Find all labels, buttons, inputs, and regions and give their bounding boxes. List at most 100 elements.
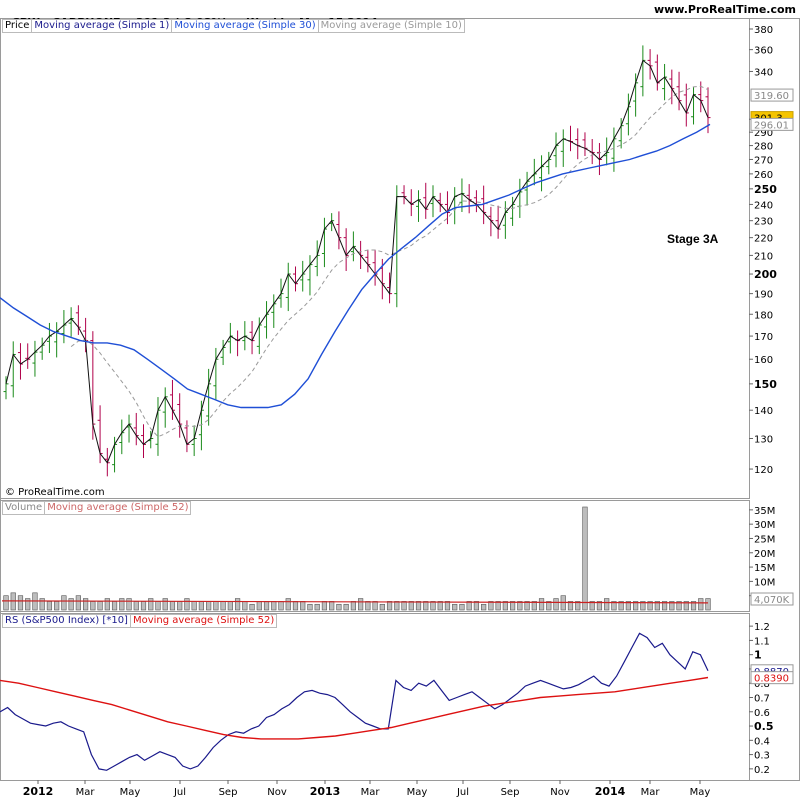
volume-bar [661, 601, 668, 611]
volume-bar [415, 601, 422, 611]
price-badge-label: 296.01 [754, 120, 789, 131]
volume-bar [481, 603, 487, 611]
x-tick-label: Jul [173, 787, 186, 798]
volume-bar [68, 598, 74, 611]
legend-rs[interactable]: RS (S&P500 Index) [*10] [2, 614, 131, 628]
volume-bar [249, 603, 255, 611]
price-tick-label: 240 [754, 200, 773, 211]
price-badge [750, 88, 794, 102]
volume-bar [263, 601, 270, 611]
volume-bar [336, 603, 342, 611]
legend-ma1[interactable]: Moving average (Simple 1) [32, 19, 173, 33]
price-tick-label: 180 [754, 310, 773, 321]
volume-bar [75, 595, 81, 611]
volume-bar [408, 601, 414, 611]
stage-annotation: Stage 3A [667, 232, 719, 246]
x-tick-label: May [120, 787, 141, 798]
volume-bar [358, 598, 364, 611]
rs-tick-label: 0.7 [754, 694, 770, 705]
rs-tick-label: 1 [754, 649, 762, 662]
x-tick-label: Mar [361, 787, 381, 798]
volume-bar [379, 603, 385, 611]
legend-rs-ma[interactable]: Moving average (Simple 52) [130, 614, 278, 628]
volume-bar [488, 601, 494, 611]
volume-bar [611, 601, 617, 611]
volume-ma-line [1, 600, 709, 604]
volume-bar [184, 598, 190, 611]
volume-bar [292, 601, 299, 611]
price-tick-label: 190 [754, 290, 773, 301]
volume-bar [3, 595, 9, 611]
volume-bar [596, 601, 603, 611]
legend-vol-ma[interactable]: Moving average (Simple 52) [45, 501, 192, 515]
price-tick-label: 360 [754, 46, 773, 57]
volume-bar [227, 601, 233, 611]
x-tick-label: May [690, 787, 711, 798]
volume-bar [314, 603, 320, 611]
legend-ma30[interactable]: Moving average (Simple 30) [172, 19, 319, 33]
volume-bar [618, 601, 624, 611]
price-tick-label: 170 [754, 332, 773, 343]
site-url[interactable]: www.ProRealTime.com [653, 3, 796, 16]
volume-bar [213, 601, 219, 611]
volume-bar [524, 601, 530, 611]
volume-bar [119, 598, 125, 611]
volume-bar [669, 601, 675, 611]
volume-bar [589, 601, 595, 611]
volume-bar [640, 601, 646, 611]
price-tick-label: 200 [754, 268, 777, 281]
rs-tick-label: 1.1 [754, 636, 770, 647]
outer-frame [0, 18, 800, 781]
price-tick-label: 230 [754, 217, 773, 228]
price-tick-label: 150 [754, 378, 777, 391]
volume-bar [162, 598, 168, 611]
ma10-line [70, 85, 709, 438]
volume-bar [473, 601, 480, 611]
legend-price[interactable]: Price [2, 19, 33, 33]
price-tick-label: 260 [754, 170, 773, 181]
legend-volume[interactable]: Volume [2, 501, 46, 515]
rs-tick-label: 0.2 [754, 765, 770, 776]
volume-bar [683, 601, 689, 611]
volume-bar [676, 601, 682, 611]
volume-bar [242, 601, 248, 611]
volume-bar [582, 506, 588, 611]
volume-badge-label: 4,070K [754, 595, 790, 606]
volume-bar [690, 601, 697, 611]
price-tick-label: 120 [754, 465, 773, 476]
volume-bar [133, 601, 139, 611]
x-tick-label: Sep [501, 787, 520, 798]
price-tick-label: 250 [754, 183, 777, 196]
volume-bar [271, 601, 277, 611]
volume-bar [234, 598, 241, 611]
rs-badge [750, 671, 794, 685]
volume-tick-label: 10M [754, 577, 775, 588]
volume-badge [750, 592, 794, 606]
volume-bar [509, 601, 516, 611]
rs-tick-label: 0.6 [754, 708, 770, 719]
price-tick-label: 160 [754, 355, 773, 366]
volume-bar [329, 601, 335, 611]
volume-bar [126, 598, 132, 611]
volume-bar [220, 601, 226, 611]
volume-bar [83, 598, 89, 611]
legend-ma10[interactable]: Moving average (Simple 10) [318, 19, 465, 33]
volume-bar [198, 601, 205, 611]
price-tick-label: 270 [754, 155, 773, 166]
volume-bar [61, 595, 67, 611]
price-tick-label: 130 [754, 434, 773, 445]
volume-bar [169, 601, 176, 611]
volume-bar [343, 603, 349, 611]
volume-bar [177, 601, 183, 611]
price-tick-label: 380 [754, 25, 773, 36]
volume-bar [111, 601, 118, 611]
volume-bar [278, 601, 284, 611]
volume-bar [705, 598, 711, 611]
rs-tick-label: 0.5 [754, 720, 774, 733]
volume-bar [459, 603, 465, 611]
volume-bar [538, 598, 545, 611]
volume-bar [17, 595, 24, 611]
volume-bar [321, 601, 328, 611]
rs-tick-label: 0.3 [754, 751, 770, 762]
price-tick-label: 220 [754, 234, 773, 245]
